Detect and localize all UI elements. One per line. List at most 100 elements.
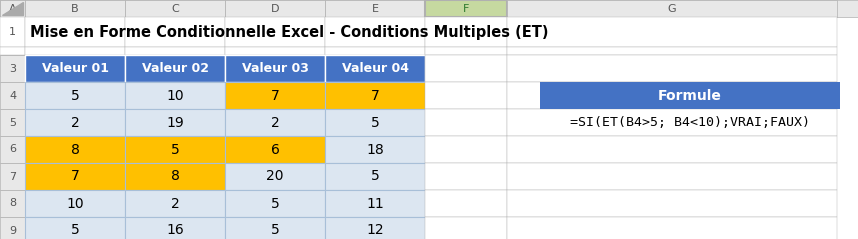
Text: 5: 5	[371, 169, 379, 184]
Bar	[0, 163, 25, 190]
Bar	[125, 163, 225, 190]
Bar	[0, 17, 25, 47]
Bar	[225, 17, 325, 47]
Bar	[325, 47, 425, 55]
Bar	[425, 47, 507, 55]
Bar	[25, 136, 125, 163]
Text: Mise en Forme Conditionnelle Excel - Conditions Multiples (ET): Mise en Forme Conditionnelle Excel - Con…	[30, 25, 548, 39]
Bar	[0, 0, 25, 17]
Bar	[507, 190, 837, 217]
Bar	[507, 136, 837, 163]
Bar	[225, 109, 325, 136]
Text: C: C	[171, 4, 178, 13]
Bar	[507, 163, 837, 190]
Text: F: F	[462, 4, 469, 13]
Text: Valeur 04: Valeur 04	[341, 62, 408, 75]
Bar	[325, 55, 425, 82]
Bar	[225, 47, 325, 55]
Bar	[325, 82, 425, 109]
Text: Valeur 01: Valeur 01	[41, 62, 108, 75]
Bar	[0, 217, 25, 239]
Bar	[325, 190, 425, 217]
Bar	[125, 190, 225, 217]
Text: A: A	[9, 4, 16, 13]
Bar	[25, 163, 125, 190]
Bar	[325, 17, 425, 47]
Bar	[225, 190, 325, 217]
Text: 8: 8	[70, 142, 80, 157]
Bar	[0, 82, 25, 109]
Bar	[225, 163, 325, 190]
Text: 8: 8	[171, 169, 179, 184]
Text: D: D	[271, 4, 279, 13]
Bar	[325, 0, 425, 17]
Text: 5: 5	[371, 115, 379, 130]
Bar	[25, 47, 125, 55]
Text: 2: 2	[171, 196, 179, 211]
Polygon shape	[2, 2, 23, 15]
Text: 19: 19	[166, 115, 184, 130]
Bar	[507, 0, 837, 17]
Text: 7: 7	[371, 88, 379, 103]
Bar	[25, 17, 125, 47]
Text: 11: 11	[366, 196, 384, 211]
Bar	[125, 0, 225, 17]
Bar	[0, 109, 25, 136]
Text: 5: 5	[270, 223, 280, 238]
Bar	[425, 17, 507, 47]
Text: 7: 7	[270, 88, 280, 103]
Text: Valeur 02: Valeur 02	[142, 62, 208, 75]
Bar	[225, 82, 325, 109]
Text: 12: 12	[366, 223, 384, 238]
Text: 2: 2	[70, 115, 80, 130]
Bar	[25, 55, 125, 82]
Text: 6: 6	[9, 145, 16, 154]
Bar	[125, 55, 225, 82]
Text: 4: 4	[9, 91, 16, 101]
Bar	[325, 109, 425, 136]
Text: 20: 20	[266, 169, 284, 184]
Text: 8: 8	[9, 199, 16, 208]
Text: 5: 5	[70, 223, 80, 238]
Bar	[25, 190, 125, 217]
Bar	[425, 163, 507, 190]
Bar	[125, 47, 225, 55]
Bar	[225, 55, 325, 82]
Bar	[0, 17, 25, 47]
Text: 3: 3	[9, 64, 16, 74]
Bar	[125, 17, 225, 47]
Text: 9: 9	[9, 226, 16, 235]
Bar	[0, 0, 25, 17]
Bar	[125, 82, 225, 109]
Bar	[425, 109, 507, 136]
Text: 16: 16	[166, 223, 184, 238]
Bar	[125, 217, 225, 239]
Text: G: G	[668, 4, 676, 13]
Bar	[507, 47, 837, 55]
Text: 10: 10	[66, 196, 84, 211]
Bar	[0, 47, 25, 55]
Text: 5: 5	[70, 88, 80, 103]
Bar	[0, 190, 25, 217]
Bar	[425, 82, 507, 109]
Bar	[225, 217, 325, 239]
Bar	[507, 217, 837, 239]
Text: 5: 5	[171, 142, 179, 157]
Bar	[25, 109, 125, 136]
Bar	[0, 55, 25, 82]
Bar	[507, 109, 837, 136]
Text: 5: 5	[270, 196, 280, 211]
Text: 2: 2	[270, 115, 280, 130]
Text: Valeur 03: Valeur 03	[242, 62, 308, 75]
Text: 6: 6	[270, 142, 280, 157]
Bar	[25, 217, 125, 239]
Bar	[225, 136, 325, 163]
Bar	[25, 82, 125, 109]
Text: E: E	[372, 4, 378, 13]
Bar	[425, 190, 507, 217]
Bar	[425, 55, 507, 82]
Bar	[0, 47, 25, 55]
Bar	[125, 136, 225, 163]
Bar	[225, 0, 325, 17]
Bar	[425, 217, 507, 239]
